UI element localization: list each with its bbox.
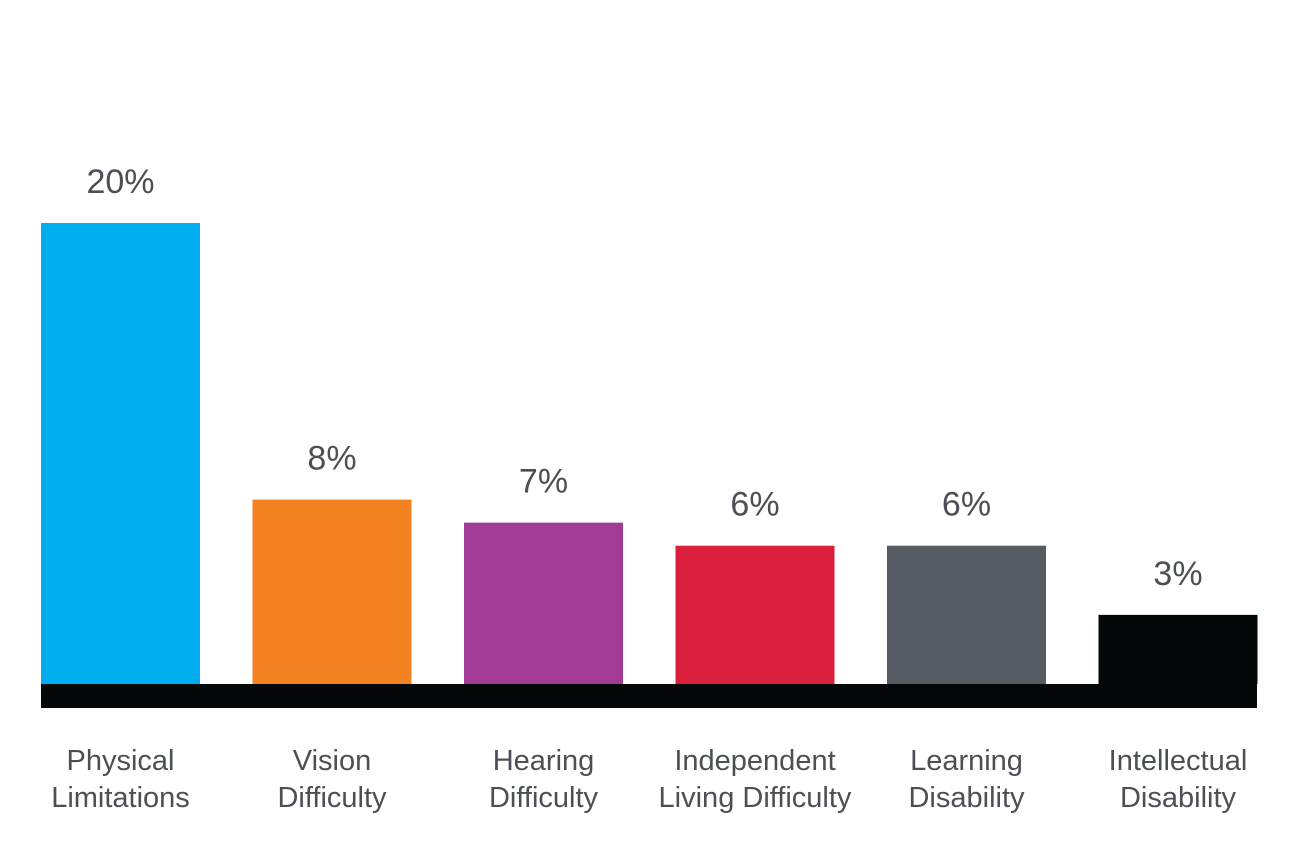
category-label-0: Physical Limitations xyxy=(51,745,190,814)
value-label-5: 3% xyxy=(1153,555,1202,593)
category-label-3-line-1: Living Difficulty xyxy=(659,782,852,814)
value-label-1: 8% xyxy=(307,440,356,478)
value-labels-layer: 20% 8% 7% 6% 6% 3% xyxy=(86,163,1202,593)
category-label-4: Learning Disability xyxy=(908,745,1025,814)
category-label-0-line-1: Limitations xyxy=(51,782,190,814)
category-label-4-line-0: Learning xyxy=(910,745,1023,777)
category-label-1: Vision Difficulty xyxy=(277,745,387,814)
bars-layer xyxy=(41,223,1258,684)
category-label-5: Intellectual Disability xyxy=(1109,745,1248,814)
value-label-2: 7% xyxy=(519,463,568,501)
value-label-3: 6% xyxy=(730,486,779,524)
category-label-1-line-0: Vision xyxy=(293,745,371,777)
category-label-2: Hearing Difficulty xyxy=(489,745,599,814)
bar-0 xyxy=(41,223,200,684)
category-label-5-line-0: Intellectual xyxy=(1109,745,1248,777)
category-label-1-line-1: Difficulty xyxy=(277,782,387,814)
category-label-2-line-0: Hearing xyxy=(493,745,595,777)
category-label-5-line-1: Disability xyxy=(1120,782,1237,814)
category-label-2-line-1: Difficulty xyxy=(489,782,599,814)
bar-1 xyxy=(252,499,412,684)
bar-5 xyxy=(1098,614,1258,684)
bar-4 xyxy=(887,545,1046,684)
chart-baseline xyxy=(41,684,1257,708)
value-label-4: 6% xyxy=(942,486,991,524)
category-label-4-line-1: Disability xyxy=(908,782,1025,814)
bar-2 xyxy=(464,522,623,684)
bar-3 xyxy=(675,545,835,684)
value-label-0: 20% xyxy=(86,163,154,201)
category-label-0-line-0: Physical xyxy=(67,745,175,777)
category-label-3-line-0: Independent xyxy=(674,745,835,777)
category-label-3: Independent Living Difficulty xyxy=(659,745,852,814)
